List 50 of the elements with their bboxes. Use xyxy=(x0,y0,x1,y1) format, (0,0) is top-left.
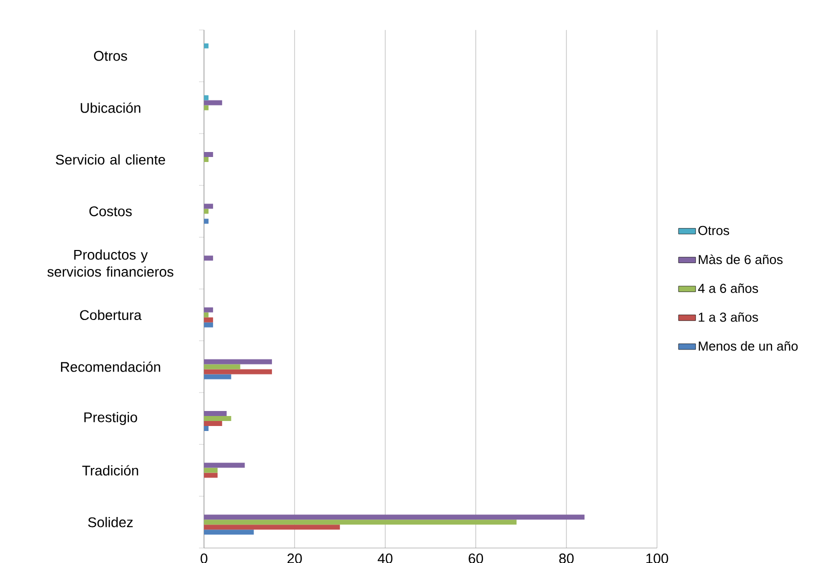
x-tick-label: 100 xyxy=(646,554,668,563)
x-tick-label: 60 xyxy=(468,554,484,563)
bar xyxy=(204,95,209,100)
bar xyxy=(204,420,222,426)
y-tick-label: Ubicación xyxy=(80,102,140,113)
bar xyxy=(204,100,222,106)
bar xyxy=(204,472,218,478)
bar xyxy=(204,322,214,328)
bar xyxy=(204,312,209,318)
bar xyxy=(204,374,232,380)
bar xyxy=(204,520,517,525)
legend-label: Otros xyxy=(698,226,730,236)
bar xyxy=(204,307,214,312)
bar xyxy=(204,208,209,214)
bar xyxy=(204,468,218,473)
bar xyxy=(204,105,209,110)
bar xyxy=(204,411,227,416)
y-tick-label: Recomendación xyxy=(61,361,160,372)
bar xyxy=(204,218,209,224)
bar xyxy=(204,426,209,431)
bar xyxy=(204,514,585,520)
x-tick-label: 20 xyxy=(288,554,302,563)
x-tick-label: 40 xyxy=(378,554,392,563)
y-tick-label: Servicio al cliente xyxy=(56,154,166,165)
legend-label: Màs de 6 años xyxy=(698,254,783,264)
x-tick-label: 0 xyxy=(200,554,208,563)
legend-label: 4 a 6 años xyxy=(698,284,758,293)
y-tick-label: Solidez xyxy=(88,516,133,528)
y-tick-label: Prestigio xyxy=(84,412,138,426)
legend-label: 1 a 3 años xyxy=(698,312,758,322)
bar xyxy=(204,416,232,421)
y-tick-label: Tradición xyxy=(82,465,138,476)
bar xyxy=(204,317,214,322)
y-tick-label: Costos xyxy=(89,206,132,216)
x-tick-label: 80 xyxy=(559,554,574,563)
bar xyxy=(204,156,209,162)
bar xyxy=(204,369,272,374)
y-tick-label: Cobertura xyxy=(80,310,142,320)
bar xyxy=(204,43,209,48)
bar xyxy=(204,462,245,468)
y-tick-label: Otros xyxy=(94,50,128,61)
y-tick-label: Productos y servicios financieros xyxy=(47,249,174,277)
bar xyxy=(204,359,272,364)
bar xyxy=(204,364,240,370)
bar xyxy=(204,524,340,530)
bar xyxy=(204,530,254,535)
legend-label: Menos de un año xyxy=(698,341,798,351)
bar xyxy=(204,152,214,157)
bar xyxy=(204,204,214,209)
bar xyxy=(204,256,214,261)
